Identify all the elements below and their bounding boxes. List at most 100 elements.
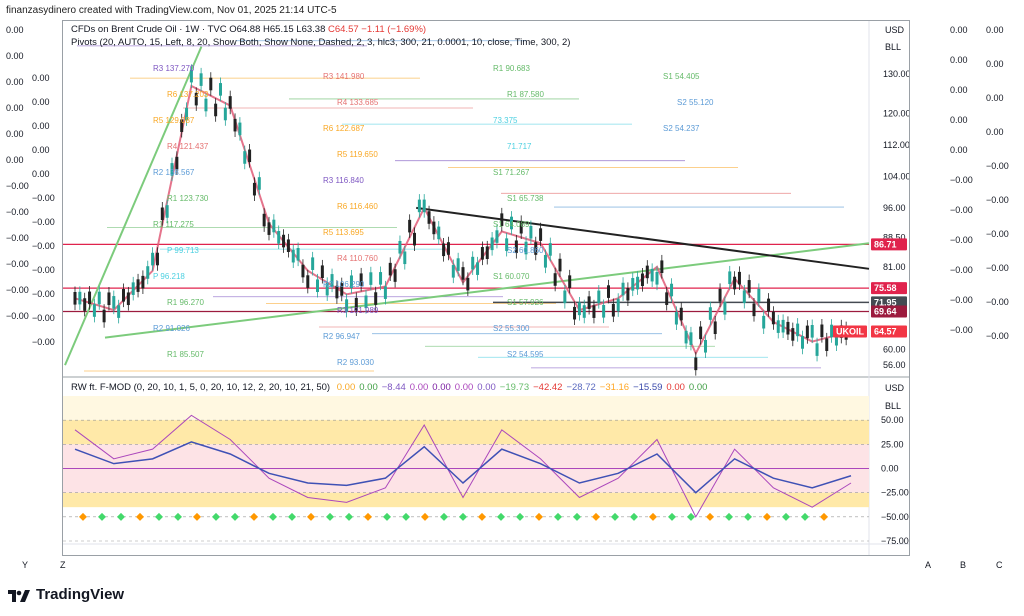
candle-body	[398, 240, 402, 254]
candle-body	[495, 230, 499, 243]
candle-body	[291, 249, 295, 263]
candle-body	[655, 271, 659, 285]
osc-tick-label: −75.00	[881, 536, 909, 546]
candle-body	[364, 295, 368, 309]
candle-body	[126, 292, 130, 306]
price-tick-label: 88.50	[883, 232, 906, 242]
price-tag-label: 69.64	[874, 307, 897, 317]
side-value: −0.00	[986, 229, 1009, 239]
signal-diamond	[592, 512, 600, 521]
candle-body	[403, 251, 407, 265]
oscillator-value: 0.00	[688, 382, 708, 393]
pivots-legend[interactable]: Pivots (20, AUTO, 15, Left, 8, 20, Show …	[71, 37, 571, 48]
side-value: 0.00	[986, 59, 1004, 69]
candle-body	[267, 222, 271, 235]
candle-body	[577, 302, 581, 316]
candle-body	[728, 271, 732, 285]
corner-a[interactable]: A	[925, 560, 932, 570]
candle-body	[151, 252, 155, 266]
candle-body	[374, 292, 378, 305]
signal-diamond	[98, 512, 106, 521]
candle-body	[514, 240, 518, 254]
chart-canvas[interactable]: 130.00 120.00 112.00 104.00 96.00 88.50 81.00 6…	[63, 21, 909, 555]
pivot-label: R1 117.275	[153, 220, 194, 229]
side-value: 0.00	[950, 85, 968, 95]
signal-diamond	[136, 512, 144, 521]
side-value: 0.00	[32, 145, 50, 155]
candle-body	[417, 199, 421, 213]
corner-c[interactable]: C	[996, 560, 1003, 570]
candle-body	[510, 216, 513, 230]
candle-body	[791, 328, 795, 341]
signal-diamond	[288, 512, 296, 521]
candle-body	[228, 96, 232, 109]
oscillator-legend[interactable]: RW ft. F-MOD (0, 20, 10, 1, 5, 0, 20, 10…	[71, 382, 715, 393]
candle-body	[568, 275, 572, 288]
symbol-legend[interactable]: CFDs on Brent Crude Oil · 1W · TVC O64.8…	[71, 24, 426, 35]
pivot-label: R3 101.989	[337, 306, 379, 315]
side-value: −0.00	[32, 241, 55, 251]
pivot-label: P 99.713	[167, 246, 199, 255]
side-value: 0.00	[950, 145, 968, 155]
side-value: −0.00	[950, 205, 973, 215]
corner-y[interactable]: Y	[22, 560, 29, 570]
side-value: 0.00	[6, 25, 24, 35]
candle-body	[699, 326, 703, 340]
price-tag-bg	[871, 325, 907, 338]
corner-b[interactable]: B	[960, 560, 967, 570]
candle-body	[640, 273, 644, 287]
pivot-label: S2 54.595	[507, 350, 544, 359]
candle-body	[674, 311, 678, 325]
price-tag-label: 71.95	[874, 297, 897, 307]
side-value: −0.00	[32, 337, 55, 347]
candle-body	[679, 307, 683, 321]
price-tag-bg	[871, 296, 907, 309]
candle-body	[519, 220, 523, 234]
candle-body	[73, 292, 77, 305]
candle-body	[723, 301, 727, 315]
side-value: −0.00	[6, 207, 29, 217]
pivot-label: S2 55.300	[493, 324, 530, 333]
candle-body	[180, 119, 184, 132]
corner-z[interactable]: Z	[60, 560, 66, 570]
signal-diamond	[535, 512, 543, 521]
signal-diamond	[649, 512, 657, 521]
candle-body	[485, 246, 489, 259]
price-tick-label: 96.00	[883, 203, 906, 213]
pivot-label: R6 137.203	[167, 90, 209, 99]
candle-body	[83, 298, 87, 311]
tradingview-logo-icon	[8, 589, 30, 602]
candle-body	[238, 122, 242, 136]
candle-body	[432, 221, 436, 235]
side-value: 0.00	[32, 73, 50, 83]
candle-body	[801, 336, 804, 349]
candle-body	[446, 242, 450, 255]
side-value: −0.00	[32, 217, 55, 227]
osc-slow-line	[74, 441, 852, 494]
candle-body	[786, 321, 790, 335]
price-tick-label: 130.00	[883, 69, 909, 79]
pivot-label: S2 60.860	[507, 246, 544, 255]
pivot-label: S1 54.405	[663, 72, 700, 81]
candle-body	[456, 258, 460, 271]
pivot-label: R5 119.650	[337, 150, 378, 159]
candle-body	[316, 279, 319, 293]
green-trendline-long	[104, 242, 870, 339]
chart-panel[interactable]: 130.00 120.00 112.00 104.00 96.00 88.50 81.00 6…	[62, 20, 910, 556]
side-value: 0.00	[6, 103, 24, 113]
tradingview-logo[interactable]: TradingView	[8, 586, 124, 603]
side-value: −0.00	[950, 235, 973, 245]
price-tag-bg	[833, 325, 867, 338]
osc-currency: USD	[885, 383, 905, 393]
pivot-label: R2 106.290	[323, 280, 365, 289]
candle-body	[243, 151, 247, 164]
side-value: 0.00	[986, 127, 1004, 137]
signal-diamond	[193, 512, 201, 521]
candle-body	[611, 303, 615, 317]
pivot-label: R3 116.840	[323, 176, 364, 185]
pivot-label: R1 90.683	[493, 64, 530, 73]
side-value: −0.00	[32, 289, 55, 299]
ohlc-low: L63.38	[296, 24, 326, 35]
candle-body	[733, 276, 737, 290]
candle-body	[325, 282, 329, 296]
